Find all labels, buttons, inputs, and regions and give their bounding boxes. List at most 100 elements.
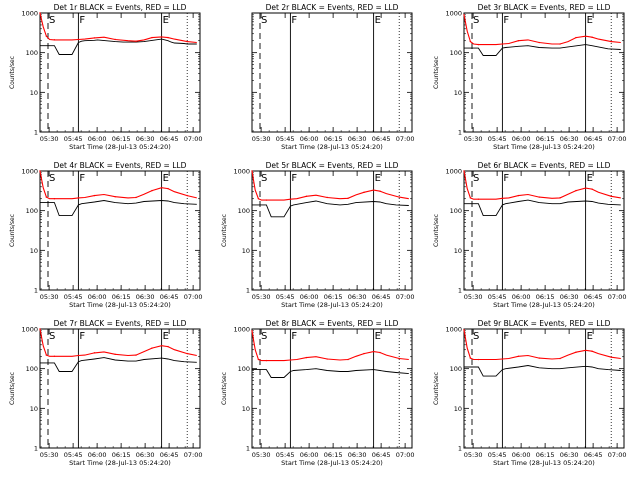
x-tick-label: 05:45 <box>276 293 295 301</box>
lld-point <box>477 198 480 200</box>
lld-point <box>477 358 480 361</box>
marker-label-f: F <box>291 15 297 26</box>
lld-series-line <box>39 328 197 357</box>
x-tick-label: 05:30 <box>40 451 59 459</box>
marker-label-s: S <box>473 15 479 26</box>
x-tick-label: 06:45 <box>584 293 603 301</box>
x-tick-label: 05:30 <box>40 135 59 143</box>
x-tick-label: 05:45 <box>276 451 295 459</box>
lld-point <box>251 170 253 172</box>
lld-point <box>517 40 520 42</box>
marker-label-e: E <box>375 331 381 342</box>
x-tick-label: 05:30 <box>252 135 271 143</box>
x-tick-label: 05:45 <box>488 451 507 459</box>
x-tick-label: 05:45 <box>64 135 83 143</box>
marker-label-e: E <box>163 15 169 26</box>
lld-point <box>326 358 328 360</box>
lld-point <box>93 352 96 354</box>
plot-frame <box>463 170 625 291</box>
y-tick-label: 100 <box>26 207 38 215</box>
plot-frame <box>251 328 413 449</box>
lld-point <box>265 199 268 201</box>
marker-label-f: F <box>291 173 297 184</box>
panel-det-4: Det 4r BLACK = Events, RED = LLD 1 10 100 10… <box>9 161 202 309</box>
x-tick-label: 06:00 <box>88 135 107 143</box>
lld-point <box>363 352 365 355</box>
y-tick-label: 1 <box>458 129 462 137</box>
lld-point <box>610 40 612 43</box>
y-tick-label: 10 <box>242 247 250 255</box>
lld-point <box>305 195 308 198</box>
y-axis-label: Counts/sec <box>221 372 228 405</box>
x-tick-label: 06:45 <box>160 293 179 301</box>
panel-det-9: Det 9r BLACK = Events, RED = LLD 1 10 100 10… <box>433 319 626 467</box>
plot-frame <box>251 170 413 291</box>
marker-label-f: F <box>503 173 509 184</box>
lld-point <box>39 12 41 14</box>
x-tick-label: 06:45 <box>584 135 603 143</box>
y-tick-label: 100 <box>238 207 250 215</box>
lld-point <box>591 188 593 190</box>
events-series-line <box>464 365 621 377</box>
y-tick-label: 10 <box>30 89 38 97</box>
panel-det-7: Det 7r BLACK = Events, RED = LLD 1 10 100 10… <box>9 319 202 467</box>
x-tick-label: 05:30 <box>464 293 483 301</box>
lld-point <box>186 40 188 43</box>
lld-point <box>93 194 96 197</box>
lld-point <box>463 14 465 16</box>
lld-point <box>186 352 188 355</box>
lld-point <box>501 43 504 45</box>
lld-point <box>289 198 292 200</box>
x-tick-label: 06:45 <box>372 451 391 459</box>
lld-point <box>39 328 41 330</box>
x-tick-label: 06:00 <box>300 451 319 459</box>
y-tick-label: 100 <box>26 49 38 57</box>
lld-point <box>251 330 253 332</box>
y-tick-label: 10 <box>30 247 38 255</box>
y-tick-label: 100 <box>26 365 38 373</box>
lld-point <box>517 194 520 197</box>
lld-point <box>501 358 504 360</box>
events-series-line <box>40 357 197 372</box>
lld-series-line <box>463 14 621 46</box>
lld-point <box>398 196 400 198</box>
y-tick-label: 10 <box>30 405 38 413</box>
lld-point <box>39 170 41 172</box>
x-tick-label: 07:00 <box>608 293 627 301</box>
lld-series-line <box>463 329 621 361</box>
y-axis-label: Counts/sec <box>221 214 228 247</box>
lld-point <box>610 356 612 358</box>
x-tick-label: 06:15 <box>536 451 555 459</box>
marker-label-e: E <box>587 331 593 342</box>
x-tick-label: 06:00 <box>88 293 107 301</box>
marker-label-s: S <box>49 331 55 342</box>
x-tick-label: 06:15 <box>536 293 555 301</box>
lld-point <box>538 357 540 359</box>
lld-point <box>257 198 260 200</box>
events-series-line <box>252 200 409 218</box>
x-tick-label: 06:00 <box>300 293 319 301</box>
marker-label-s: S <box>261 331 267 342</box>
panel-det-6: Det 6r BLACK = Events, RED = LLD 1 10 100 10… <box>433 161 626 309</box>
panel-title: Det 9r BLACK = Events, RED = LLD <box>478 319 611 328</box>
y-axis-label: Counts/sec <box>9 372 16 405</box>
y-tick-label: 1 <box>34 445 38 453</box>
events-series-line <box>252 368 409 378</box>
panel-det-1: Det 1r BLACK = Events, RED = LLD 1 10 100 10… <box>9 3 202 151</box>
lld-point <box>575 351 577 353</box>
lld-point <box>463 329 465 331</box>
marker-label-f: F <box>291 331 297 342</box>
events-series-line <box>464 44 621 56</box>
x-axis-label: Start Time (28-Jul-13 05:24:20) <box>281 459 383 467</box>
y-axis-label: Counts/sec <box>9 214 16 247</box>
x-tick-label: 07:00 <box>184 451 203 459</box>
lld-point <box>575 189 577 192</box>
panel-det-5: Det 5r BLACK = Events, RED = LLD 1 10 100 10… <box>221 161 414 309</box>
lld-point <box>114 195 116 198</box>
x-tick-label: 06:15 <box>324 293 343 301</box>
x-tick-label: 06:15 <box>112 451 131 459</box>
plot-frame <box>39 328 201 449</box>
x-tick-label: 05:45 <box>64 451 83 459</box>
panel-title: Det 4r BLACK = Events, RED = LLD <box>54 161 187 170</box>
x-tick-label: 06:30 <box>348 293 367 301</box>
